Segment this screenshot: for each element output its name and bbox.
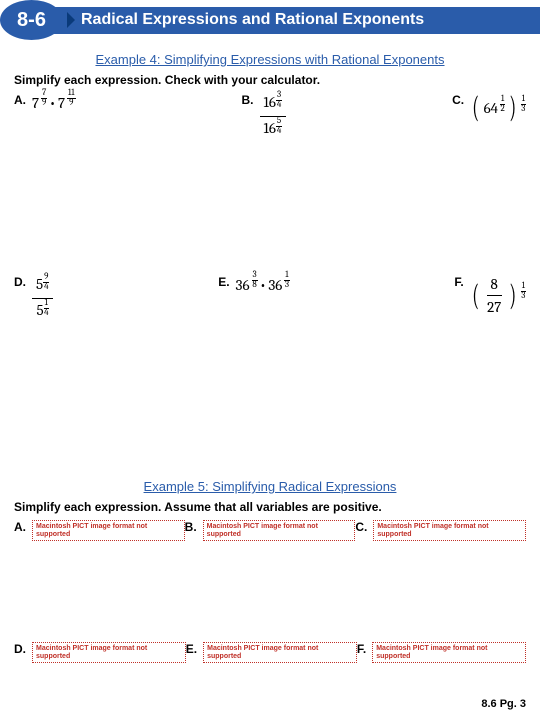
page-footer: 8.6 Pg. 3 [481, 698, 526, 710]
label-D: D. [14, 275, 26, 289]
pict-placeholder-icon: Macintosh PICT image format not supporte… [32, 642, 186, 663]
pict-placeholder-icon: Macintosh PICT image format not supporte… [32, 520, 185, 541]
section-badge: 8-6 [0, 0, 63, 40]
expr-B: 1634 1654 [259, 93, 286, 140]
problem-B: B. 1634 1654 [241, 93, 286, 153]
example4-title: Example 4: Simplifying Expressions with … [14, 52, 526, 67]
page-title: Radical Expressions and Rational Exponen… [81, 11, 424, 29]
problem2-A: A. Macintosh PICT image format not suppo… [14, 520, 185, 580]
pict-placeholder-icon: Macintosh PICT image format not supporte… [373, 520, 526, 541]
label2-E: E. [186, 642, 197, 656]
example5-instr: Simplify each expression. Assume that al… [14, 500, 526, 514]
problem-E: E. 3638 • 3613 [218, 275, 289, 335]
pict-placeholder-icon: Macintosh PICT image format not supporte… [372, 642, 526, 663]
problem-A: A. 779 • 7119 [14, 93, 76, 153]
label-B: B. [241, 93, 253, 107]
pict-placeholder-icon: Macintosh PICT image format not supporte… [203, 642, 357, 663]
example4-row-2: D. 594 514 E. 3638 • 3613 F. ( 8 [14, 275, 526, 335]
problem2-C: C. Macintosh PICT image format not suppo… [355, 520, 526, 580]
expr-A: 779 • 7119 [32, 93, 76, 112]
expr-C: ( 6412 )13 [470, 93, 526, 123]
example4-instr: Simplify each expression. Check with you… [14, 73, 526, 87]
label-A: A. [14, 93, 26, 107]
example5-title: Example 5: Simplifying Radical Expressio… [14, 479, 526, 494]
expr-E: 3638 • 3613 [236, 275, 290, 294]
label2-C: C. [355, 520, 367, 534]
content-area: Example 4: Simplifying Expressions with … [0, 40, 540, 702]
page-title-bar: Radical Expressions and Rational Exponen… [53, 7, 540, 34]
label2-A: A. [14, 520, 26, 534]
problem2-D: D. Macintosh PICT image format not suppo… [14, 642, 186, 702]
header: 8-6 Radical Expressions and Rational Exp… [0, 0, 540, 40]
example5-row-1: A. Macintosh PICT image format not suppo… [14, 520, 526, 580]
problem2-F: F. Macintosh PICT image format not suppo… [357, 642, 526, 702]
label2-B: B. [185, 520, 197, 534]
expr-D: 594 514 [32, 275, 53, 322]
example4-row-1: A. 779 • 7119 B. 1634 1654 C. ( 6412 )13 [14, 93, 526, 153]
label-E: E. [218, 275, 229, 289]
problem-F: F. ( 8 27 )13 [454, 275, 526, 335]
problem-C: C. ( 6412 )13 [452, 93, 526, 153]
pict-placeholder-icon: Macintosh PICT image format not supporte… [203, 520, 356, 541]
expr-F: ( 8 27 )13 [470, 275, 526, 316]
label2-F: F. [357, 642, 366, 656]
problem-D: D. 594 514 [14, 275, 53, 335]
example5-row-2: D. Macintosh PICT image format not suppo… [14, 642, 526, 702]
label-C: C. [452, 93, 464, 107]
problem2-B: B. Macintosh PICT image format not suppo… [185, 520, 356, 580]
label-F: F. [454, 275, 463, 289]
label2-D: D. [14, 642, 26, 656]
problem2-E: E. Macintosh PICT image format not suppo… [186, 642, 357, 702]
